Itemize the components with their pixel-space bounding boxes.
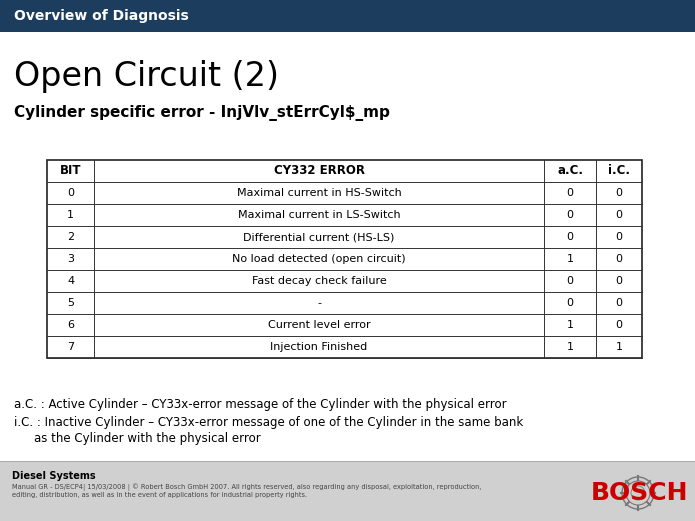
Text: Overview of Diagnosis: Overview of Diagnosis bbox=[14, 9, 189, 23]
Text: 0: 0 bbox=[616, 276, 623, 286]
Bar bbox=[47, 160, 642, 358]
Text: 6: 6 bbox=[67, 320, 74, 330]
Text: Diesel Systems: Diesel Systems bbox=[12, 471, 96, 481]
Text: 1: 1 bbox=[566, 320, 573, 330]
Text: editing, distribution, as well as in the event of applications for industrial pr: editing, distribution, as well as in the… bbox=[12, 492, 307, 498]
Text: 0: 0 bbox=[566, 188, 573, 198]
Text: 0: 0 bbox=[616, 254, 623, 264]
Text: 3: 3 bbox=[67, 254, 74, 264]
Text: 5: 5 bbox=[67, 298, 74, 308]
Text: BOSCH: BOSCH bbox=[591, 481, 688, 505]
Text: 0: 0 bbox=[566, 276, 573, 286]
Text: Cylinder specific error - InjVlv_stErrCyl$_mp: Cylinder specific error - InjVlv_stErrCy… bbox=[14, 105, 390, 121]
Text: Fast decay check failure: Fast decay check failure bbox=[252, 276, 386, 286]
Text: as the Cylinder with the physical error: as the Cylinder with the physical error bbox=[34, 432, 261, 445]
Text: BIT: BIT bbox=[60, 165, 81, 178]
Text: Injection Finished: Injection Finished bbox=[270, 342, 368, 352]
Bar bbox=[0, 0, 695, 32]
Text: 0: 0 bbox=[616, 188, 623, 198]
Text: 2: 2 bbox=[67, 232, 74, 242]
Bar bbox=[0, 32, 695, 461]
Text: 0: 0 bbox=[67, 188, 74, 198]
Text: 0: 0 bbox=[566, 210, 573, 220]
Text: 1: 1 bbox=[566, 342, 573, 352]
Text: Maximal current in LS-Switch: Maximal current in LS-Switch bbox=[238, 210, 400, 220]
Text: 0: 0 bbox=[616, 320, 623, 330]
Text: 1: 1 bbox=[67, 210, 74, 220]
Text: CY332 ERROR: CY332 ERROR bbox=[274, 165, 364, 178]
Text: 0: 0 bbox=[566, 232, 573, 242]
Text: Maximal current in HS-Switch: Maximal current in HS-Switch bbox=[236, 188, 402, 198]
Text: Manual GR - DS/ECP4| 15/03/2008 | © Robert Bosch GmbH 2007. All rights reserved,: Manual GR - DS/ECP4| 15/03/2008 | © Robe… bbox=[12, 483, 482, 491]
Text: 1: 1 bbox=[616, 342, 623, 352]
Text: 7: 7 bbox=[67, 342, 74, 352]
Text: Open Circuit (2): Open Circuit (2) bbox=[14, 60, 279, 93]
Text: No load detected (open circuit): No load detected (open circuit) bbox=[232, 254, 406, 264]
Text: a.C. : Active Cylinder – CY33x-error message of the Cylinder with the physical e: a.C. : Active Cylinder – CY33x-error mes… bbox=[14, 398, 507, 411]
Text: Current level error: Current level error bbox=[268, 320, 370, 330]
Text: a.C.: a.C. bbox=[557, 165, 583, 178]
Text: 4: 4 bbox=[67, 276, 74, 286]
Text: 0: 0 bbox=[616, 298, 623, 308]
Text: i.C.: i.C. bbox=[608, 165, 630, 178]
Text: 0: 0 bbox=[616, 210, 623, 220]
Bar bbox=[0, 461, 695, 521]
Text: 0: 0 bbox=[616, 232, 623, 242]
Text: Differential current (HS-LS): Differential current (HS-LS) bbox=[243, 232, 395, 242]
Text: -: - bbox=[317, 298, 321, 308]
Text: 1: 1 bbox=[566, 254, 573, 264]
Text: i.C. : Inactive Cylinder – CY33x-error message of one of the Cylinder in the sam: i.C. : Inactive Cylinder – CY33x-error m… bbox=[14, 416, 523, 429]
Text: 0: 0 bbox=[566, 298, 573, 308]
